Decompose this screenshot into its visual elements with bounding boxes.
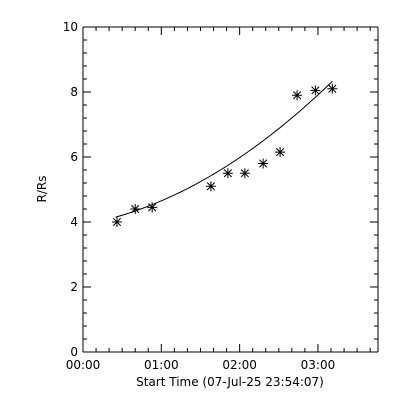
y-ticks: 0 2 4 6 8 10 <box>63 20 378 359</box>
data-point <box>292 90 303 101</box>
y-tick-label: 0 <box>70 345 78 359</box>
data-point <box>147 202 158 213</box>
y-tick-label: 6 <box>70 150 78 164</box>
y-tick-label: 10 <box>63 20 78 34</box>
y-tick-label: 8 <box>70 85 78 99</box>
fit-curve <box>115 80 333 218</box>
x-tick-label: 00:00 <box>66 358 101 372</box>
data-point <box>310 85 321 96</box>
y-tick-label: 2 <box>70 280 78 294</box>
data-point <box>205 181 216 192</box>
data-point <box>275 147 286 158</box>
x-tick-label: 03:00 <box>301 358 336 372</box>
x-tick-label: 02:00 <box>222 358 257 372</box>
data-point <box>111 217 122 227</box>
fit-layer <box>115 80 333 218</box>
data-point <box>239 168 250 179</box>
x-tick-label: 01:00 <box>144 358 179 372</box>
x-ticks: 00:00 01:00 02:00 03:00 <box>66 27 371 372</box>
data-point <box>258 158 269 169</box>
plot-frame <box>82 26 379 353</box>
data-point <box>327 83 338 94</box>
data-points <box>111 83 338 227</box>
y-axis-label: R/Rs <box>35 176 49 203</box>
y-tick-label: 4 <box>70 215 78 229</box>
x-axis-label: Start Time (07-Jul-25 23:54:07) <box>136 375 324 389</box>
data-point <box>222 168 233 179</box>
data-point <box>130 204 141 214</box>
